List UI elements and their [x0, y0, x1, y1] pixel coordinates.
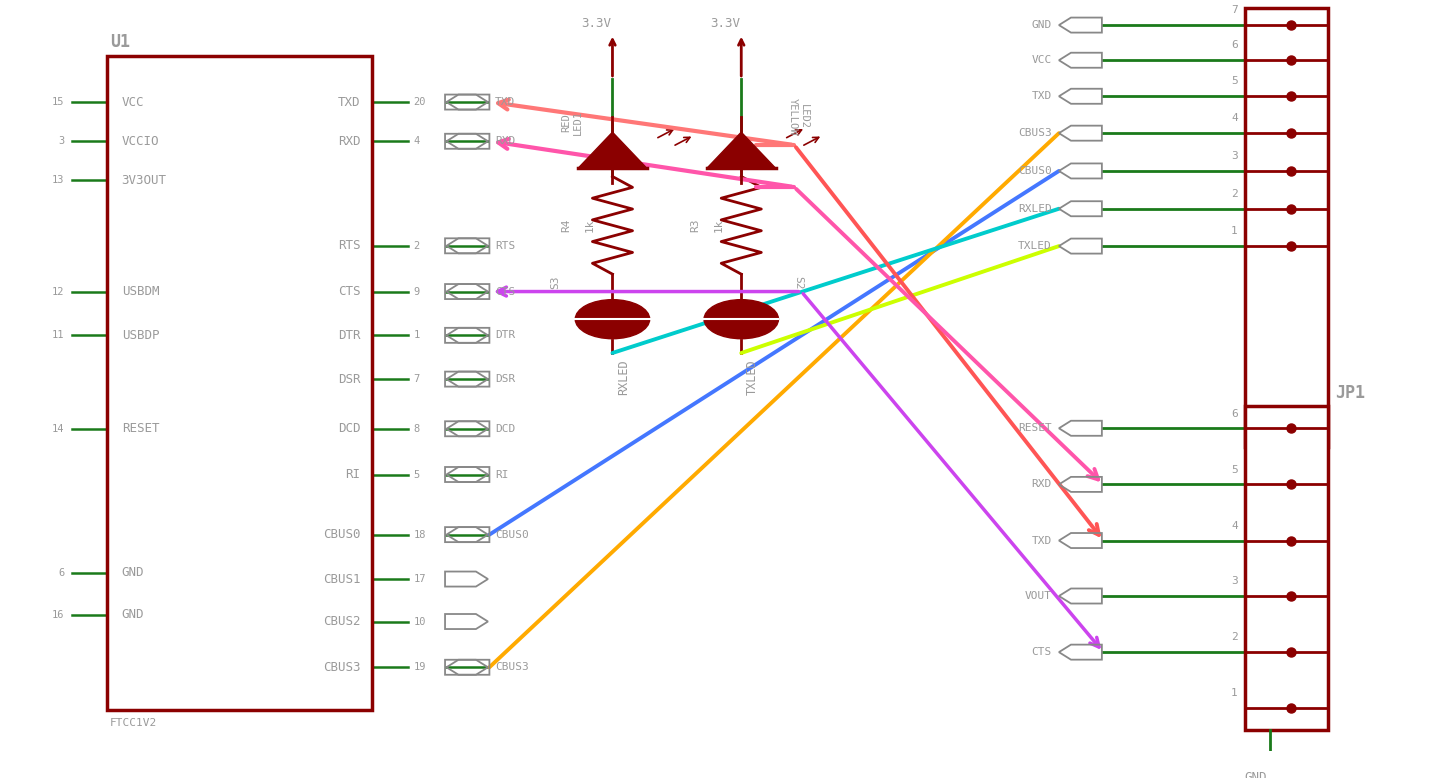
- Text: VOUT: VOUT: [1025, 591, 1052, 601]
- Text: 6: 6: [59, 567, 64, 577]
- Text: GND: GND: [122, 566, 145, 579]
- Text: 14: 14: [52, 424, 64, 434]
- Text: CBUS3: CBUS3: [495, 662, 529, 672]
- Text: 3: 3: [59, 136, 64, 146]
- Text: RI: RI: [346, 468, 361, 481]
- Text: 1: 1: [1231, 226, 1238, 237]
- Text: TXD: TXD: [1032, 91, 1052, 101]
- Text: RXLED: RXLED: [1017, 204, 1052, 214]
- Text: CTS: CTS: [338, 285, 361, 298]
- Text: DCD: DCD: [495, 424, 515, 434]
- Text: GND: GND: [122, 608, 145, 622]
- Text: CTS: CTS: [495, 286, 515, 296]
- Polygon shape: [578, 132, 647, 168]
- Polygon shape: [707, 132, 776, 168]
- Text: S3: S3: [551, 275, 560, 289]
- Text: DCD: DCD: [338, 422, 361, 435]
- Text: 3.3V: 3.3V: [710, 17, 740, 30]
- Text: 1: 1: [1231, 689, 1238, 698]
- Text: S2: S2: [794, 275, 803, 289]
- Text: 3: 3: [1231, 576, 1238, 587]
- Text: RXLED: RXLED: [617, 359, 630, 394]
- Text: CBUS2: CBUS2: [323, 615, 361, 628]
- Text: CBUS3: CBUS3: [323, 661, 361, 674]
- Text: RXD: RXD: [495, 136, 515, 146]
- Text: RED
LED1: RED LED1: [561, 110, 584, 135]
- Text: 1: 1: [414, 331, 419, 340]
- Text: 1k: 1k: [714, 219, 723, 232]
- Text: 3.3V: 3.3V: [581, 17, 611, 30]
- Text: VCC: VCC: [1032, 55, 1052, 65]
- Bar: [1245, 8, 1328, 447]
- Text: RTS: RTS: [338, 240, 361, 252]
- Text: R3: R3: [691, 219, 700, 232]
- Text: 9: 9: [414, 286, 419, 296]
- Text: 3: 3: [1231, 151, 1238, 161]
- Bar: [107, 56, 372, 710]
- Text: LED2
YELLOW: LED2 YELLOW: [787, 98, 810, 135]
- Text: 6: 6: [1231, 40, 1238, 51]
- Circle shape: [704, 300, 778, 338]
- Text: DTR: DTR: [495, 331, 515, 340]
- Text: 1k: 1k: [585, 219, 594, 232]
- Text: 2: 2: [1231, 189, 1238, 199]
- Text: 10: 10: [414, 616, 426, 626]
- Text: TXD: TXD: [495, 97, 515, 107]
- Text: TXD: TXD: [1032, 535, 1052, 545]
- Text: 12: 12: [52, 286, 64, 296]
- Text: CBUS0: CBUS0: [495, 530, 529, 540]
- Text: 15: 15: [52, 97, 64, 107]
- Text: VCC: VCC: [122, 96, 145, 109]
- Text: 13: 13: [52, 176, 64, 185]
- Text: R4: R4: [562, 219, 571, 232]
- Bar: [1245, 405, 1328, 730]
- Text: TXLED: TXLED: [746, 359, 758, 394]
- Text: DSR: DSR: [495, 374, 515, 384]
- Text: 18: 18: [414, 530, 426, 540]
- Text: 11: 11: [52, 331, 64, 340]
- Text: 7: 7: [1231, 5, 1238, 16]
- Text: 3V3OUT: 3V3OUT: [122, 174, 166, 187]
- Text: CTS: CTS: [1032, 647, 1052, 657]
- Text: RI: RI: [495, 469, 508, 479]
- Text: 20: 20: [414, 97, 426, 107]
- Text: 17: 17: [414, 574, 426, 584]
- Text: 8: 8: [414, 424, 419, 434]
- Text: RESET: RESET: [122, 422, 159, 435]
- Text: GND: GND: [1244, 771, 1266, 778]
- Text: CBUS3: CBUS3: [1017, 128, 1052, 138]
- Text: GND: GND: [1032, 20, 1052, 30]
- Text: JP1: JP1: [1335, 384, 1365, 402]
- Text: CBUS1: CBUS1: [323, 573, 361, 586]
- Text: 4: 4: [1231, 520, 1238, 531]
- Circle shape: [575, 300, 650, 338]
- Text: TXLED: TXLED: [1017, 241, 1052, 251]
- Text: RTS: RTS: [495, 241, 515, 251]
- Text: USBDP: USBDP: [122, 329, 159, 342]
- Text: 2: 2: [414, 241, 419, 251]
- Text: CBUS0: CBUS0: [1017, 166, 1052, 176]
- Text: RXD: RXD: [338, 135, 361, 148]
- Text: VCCIO: VCCIO: [122, 135, 159, 148]
- Text: RXD: RXD: [1032, 479, 1052, 489]
- Text: TXD: TXD: [338, 96, 361, 109]
- Text: 6: 6: [1231, 408, 1238, 419]
- Text: 4: 4: [414, 136, 419, 146]
- Text: 2: 2: [1231, 633, 1238, 643]
- Text: 5: 5: [414, 469, 419, 479]
- Text: DTR: DTR: [338, 329, 361, 342]
- Text: U1: U1: [110, 33, 130, 51]
- Text: DSR: DSR: [338, 373, 361, 386]
- Text: RESET: RESET: [1017, 423, 1052, 433]
- Text: FTCC1V2: FTCC1V2: [110, 718, 157, 728]
- Text: 19: 19: [414, 662, 426, 672]
- Text: 16: 16: [52, 610, 64, 620]
- Text: USBDM: USBDM: [122, 285, 159, 298]
- Text: 4: 4: [1231, 114, 1238, 124]
- Text: 5: 5: [1231, 76, 1238, 86]
- Text: CBUS0: CBUS0: [323, 528, 361, 541]
- Text: 5: 5: [1231, 464, 1238, 475]
- Text: 7: 7: [414, 374, 419, 384]
